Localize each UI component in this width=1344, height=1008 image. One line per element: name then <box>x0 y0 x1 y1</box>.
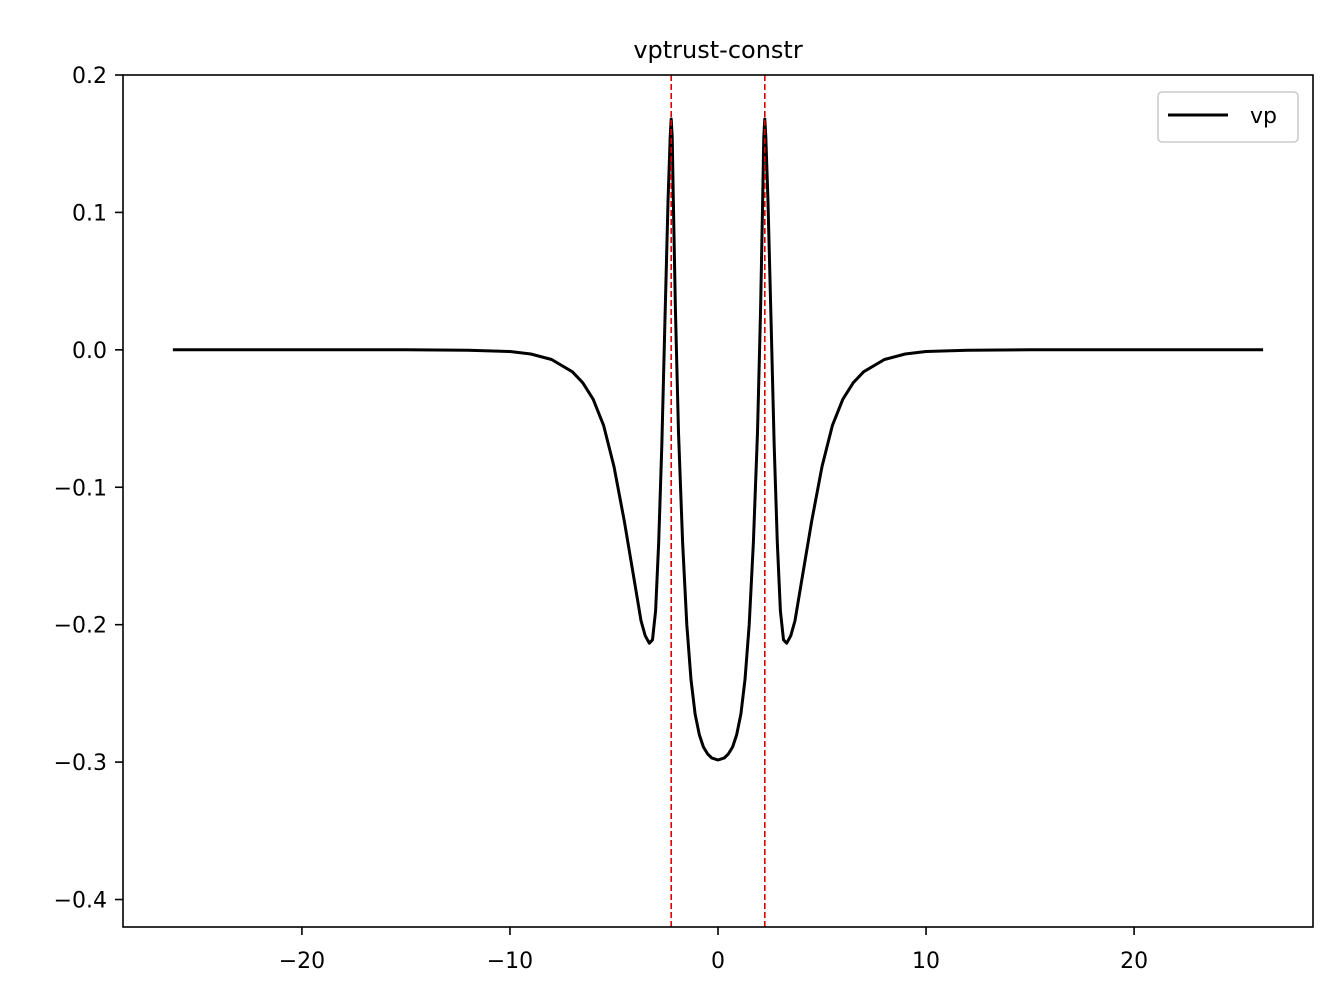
axes: −20 −10 0 10 20 0.2 0.1 0.0 −0.1 −0.2 −0.3 −0.4 <box>54 64 1314 974</box>
plot-area <box>172 75 1264 927</box>
legend-box <box>1157 91 1299 143</box>
x-tick-label: −10 <box>487 949 533 974</box>
legend-label: vp <box>1250 104 1277 129</box>
y-tick-label: 0.2 <box>72 64 107 89</box>
y-tick-label: 0.0 <box>72 339 107 364</box>
chart-title: vptrust-constr <box>633 36 803 64</box>
x-tick-label: −20 <box>279 949 325 974</box>
x-tick-label: 20 <box>1120 949 1148 974</box>
y-tick-label: 0.1 <box>72 201 107 226</box>
y-tick-label: −0.3 <box>54 751 107 776</box>
y-tick-label: −0.4 <box>54 889 107 914</box>
y-tick-label: −0.1 <box>54 476 107 501</box>
legend: vp <box>1157 91 1299 143</box>
x-tick-label: 10 <box>912 949 940 974</box>
y-tick-label: −0.2 <box>54 614 107 639</box>
x-tick-label: 0 <box>711 949 725 974</box>
series-line-vp <box>172 117 1264 762</box>
